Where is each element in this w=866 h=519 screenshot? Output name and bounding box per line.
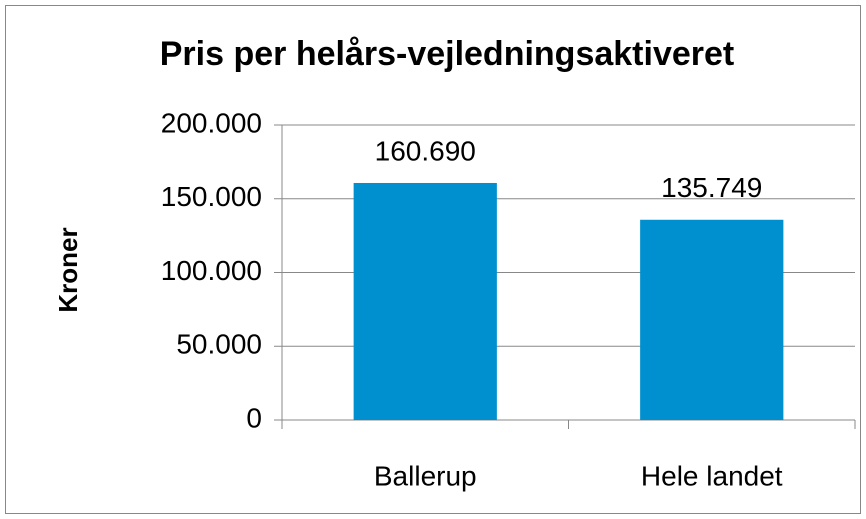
x-tick-label: Ballerup	[374, 460, 477, 491]
y-tick-label: 100.000	[161, 255, 262, 286]
y-axis-label: Kroner	[53, 227, 83, 312]
y-tick-label: 150.000	[161, 181, 262, 212]
data-label: 135.749	[661, 172, 762, 203]
data-label: 160.690	[375, 135, 476, 166]
bar	[353, 182, 497, 420]
y-tick-label: 50.000	[176, 329, 262, 360]
y-tick-label: 0	[246, 402, 262, 433]
chart-title: Pris per helårs-vejledningsaktiveret	[160, 35, 734, 73]
bar	[640, 219, 784, 420]
y-tick-label: 200.000	[161, 107, 262, 138]
x-tick-label: Hele landet	[641, 460, 783, 491]
